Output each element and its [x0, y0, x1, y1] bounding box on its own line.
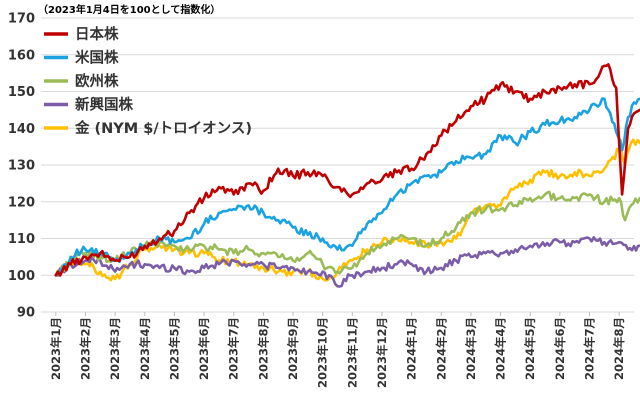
gridlines	[41, 17, 634, 313]
x-tick-label: 2023年3月	[108, 317, 122, 380]
series-line-0	[54, 63, 640, 277]
x-tick-label: 2023年11月	[345, 317, 359, 388]
x-tick-label: 2024年5月	[523, 317, 537, 380]
x-tick-label: 2023年4月	[138, 317, 152, 380]
x-tick-label: 2024年7月	[583, 317, 597, 380]
legend-label-2: 欧州株	[75, 72, 119, 90]
y-axis-ticks: 90 100 110 120 130 140 150 160 170	[8, 12, 35, 321]
chart-note: （2023年1月4日を100として指数化）	[38, 3, 220, 16]
x-tick-label: 2023年1月	[49, 317, 63, 380]
x-tick-label: 2024年8月	[612, 317, 626, 380]
x-tick-label: 2023年7月	[227, 317, 241, 380]
x-tick-label: 2023年5月	[167, 317, 181, 380]
y-tick-label-100: 100	[8, 269, 35, 284]
x-tick-label: 2024年1月	[405, 317, 419, 380]
x-tick-label: 2024年6月	[553, 317, 567, 380]
y-tick-label-90: 90	[17, 306, 35, 321]
x-tick-label: 2024年4月	[494, 317, 508, 380]
y-tick-label-110: 110	[8, 232, 35, 247]
series-line-4	[54, 138, 640, 282]
x-tick-label: 2023年2月	[78, 317, 92, 380]
x-tick-label: 2023年9月	[286, 317, 300, 380]
legend-label-1: 米国株	[75, 49, 119, 67]
legend-label-0: 日本株	[75, 25, 119, 43]
series-line-3	[54, 236, 640, 288]
x-tick-label: 2023年10月	[316, 317, 330, 388]
x-axis-ticks: 2023年1月 2023年2月 2023年3月 2023年4月 2023年5月 2023年…	[49, 312, 626, 388]
x-tick-label: 2023年12月	[375, 317, 389, 388]
y-tick-label-150: 150	[8, 85, 35, 100]
y-tick-label-130: 130	[8, 159, 35, 174]
y-tick-label-120: 120	[8, 195, 35, 210]
x-tick-label: 2024年3月	[464, 317, 478, 380]
y-tick-label-140: 140	[8, 122, 35, 137]
x-tick-label: 2023年8月	[256, 317, 270, 380]
legend-label-4: 金 (NYM $/トロイオンス)	[74, 119, 252, 137]
series-lines	[54, 63, 640, 288]
y-tick-label-160: 160	[8, 48, 35, 63]
x-tick-label: 2024年2月	[434, 317, 448, 380]
x-tick-label: 2023年6月	[197, 317, 211, 380]
y-tick-label-170: 170	[8, 12, 35, 27]
legend-label-3: 新興国株	[75, 96, 133, 114]
